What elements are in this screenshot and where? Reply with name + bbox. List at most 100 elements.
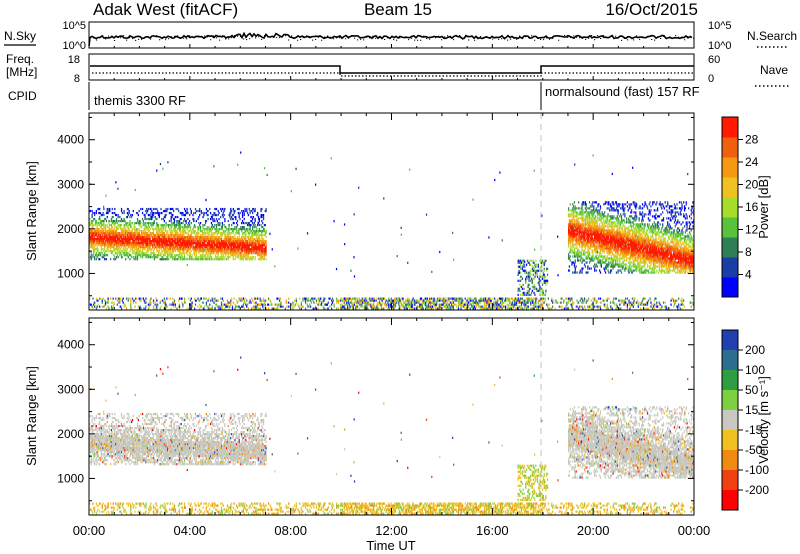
power-echo-cell — [640, 225, 642, 228]
power-echo-cell — [622, 213, 624, 216]
power-echo-cell — [208, 227, 210, 231]
power-echo-cell — [133, 258, 135, 261]
power-echo-cell — [262, 230, 265, 233]
power-echo-cell — [130, 223, 132, 227]
power-echo-cell — [618, 253, 620, 256]
power-echo-cell — [623, 253, 625, 256]
power-echo-cell — [588, 235, 590, 238]
power-echo-cell — [590, 255, 592, 258]
power-echo-cell — [243, 244, 245, 247]
power-echo-cell — [188, 256, 191, 259]
power-echo-cell — [639, 263, 641, 266]
power-echo-cell — [204, 232, 206, 235]
power-echo-cell — [246, 250, 248, 253]
power-echo-cell — [632, 253, 634, 256]
power-echo-cell — [622, 237, 624, 240]
power-echo-cell — [643, 225, 645, 228]
power-echo-cell — [247, 221, 250, 225]
power-echo-cell — [591, 225, 593, 228]
power-echo-cell — [227, 238, 229, 241]
power-echo-cell — [582, 211, 584, 214]
power-echo-cell — [246, 236, 249, 239]
power-echo-cell — [208, 238, 210, 241]
power-echo-cell — [210, 256, 212, 259]
power-echo-cell — [589, 243, 592, 246]
power-echo-cell — [114, 238, 116, 241]
power-echo-cell — [585, 203, 587, 206]
power-echo-cell — [231, 227, 234, 231]
power-echo-cell — [207, 217, 209, 221]
power-echo-cell — [164, 227, 166, 231]
power-echo-cell — [593, 221, 595, 224]
power-echo-cell — [262, 221, 264, 225]
power-echo-cell — [211, 248, 213, 251]
power-echo-cell — [594, 233, 596, 236]
power-echo-cell — [576, 223, 578, 226]
power-echo-cell — [187, 242, 189, 245]
power-echo-cell — [259, 246, 261, 249]
power-echo-cell — [182, 236, 184, 239]
power-echo-cell — [110, 234, 112, 237]
power-echo-cell — [120, 219, 122, 223]
power-echo-cell — [608, 241, 610, 244]
power-echo-cell — [227, 236, 229, 239]
power-echo-cell — [152, 250, 155, 253]
power-echo-cell — [577, 243, 579, 246]
power-echo-cell — [589, 225, 592, 228]
power-echo-cell — [206, 246, 208, 249]
power-echo-cell — [99, 242, 101, 245]
power-echo-cell — [162, 223, 165, 227]
power-echo-cell — [231, 246, 233, 249]
power-echo-cell — [579, 223, 581, 226]
power-echo-cell — [583, 233, 585, 236]
power-echo-cell — [233, 254, 235, 257]
power-echo-cell — [111, 215, 113, 219]
power-echo-cell — [609, 233, 612, 236]
power-echo-cell — [150, 211, 152, 215]
power-echo-cell — [162, 244, 164, 247]
power-echo-cell — [171, 207, 173, 211]
power-echo-cell — [122, 236, 124, 239]
power-echo-cell — [640, 239, 642, 242]
power-echo-cell — [108, 221, 110, 225]
power-echo-cell — [626, 249, 629, 252]
power-echo-cell — [629, 221, 631, 224]
power-echo-cell — [248, 258, 250, 261]
power-echo-cell — [148, 242, 150, 245]
power-echo-cell — [161, 232, 163, 235]
power-echo-cell — [213, 232, 215, 235]
power-echo-cell — [121, 227, 124, 231]
power-echo-cell — [255, 242, 257, 245]
power-echo-cell — [123, 209, 125, 213]
power-echo-cell — [91, 240, 93, 243]
power-echo-cell — [157, 230, 159, 233]
power-echo-cell — [140, 254, 142, 257]
power-echo-cell — [612, 259, 614, 262]
power-echo-cell — [595, 255, 597, 258]
power-echo-cell — [581, 235, 583, 238]
power-echo-cell — [121, 242, 124, 245]
power-echo-cell — [587, 255, 589, 258]
power-echo-cell — [589, 211, 592, 214]
power-echo-cell — [257, 244, 260, 247]
power-echo-cell — [172, 250, 174, 253]
power-echo-cell — [181, 256, 183, 259]
power-echo-cell — [204, 258, 207, 261]
power-echo-cell — [152, 256, 154, 259]
power-echo-cell — [117, 223, 119, 227]
power-echo-cell — [159, 234, 161, 237]
power-echo-cell — [147, 217, 150, 221]
power-echo-cell — [241, 240, 243, 243]
power-echo-cell — [603, 235, 605, 238]
power-echo-cell — [179, 211, 181, 215]
power-echo-cell — [176, 242, 178, 245]
power-echo-cell — [115, 236, 117, 239]
power-echo-cell — [569, 223, 571, 226]
power-echo-cell — [140, 246, 142, 249]
power-echo-cell — [220, 240, 223, 243]
power-echo-cell — [199, 250, 202, 253]
power-echo-cell — [263, 234, 266, 237]
power-echo-cell — [118, 232, 120, 235]
power-echo-cell — [574, 227, 576, 230]
power-echo-cell — [591, 209, 593, 212]
